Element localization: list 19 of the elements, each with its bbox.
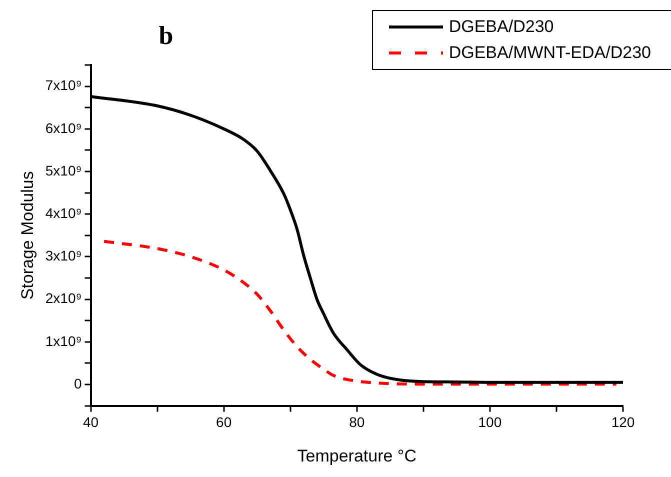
line-series bbox=[102, 240, 618, 386]
legend-label: DGEBA/MWNT-EDA/D230 bbox=[448, 42, 651, 64]
y-axis-title: Storage Modulus bbox=[18, 171, 37, 300]
y-tick-label: 0 bbox=[74, 375, 82, 392]
y-tick-label: 2x10⁹ bbox=[45, 290, 82, 306]
x-tick-label: 40 bbox=[82, 414, 99, 430]
x-axis-title: Temperature °C bbox=[297, 446, 416, 466]
y-tick-label: 4x10⁹ bbox=[45, 204, 82, 221]
x-tick-label: 100 bbox=[478, 414, 502, 430]
y-tick-label: 1x10⁹ bbox=[45, 332, 82, 349]
legend-label: DGEBA/D230 bbox=[448, 16, 554, 38]
y-tick-label: 5x10⁹ bbox=[45, 162, 82, 178]
y-tick-label: 6x10⁹ bbox=[45, 120, 82, 136]
x-tick-label: 120 bbox=[611, 414, 635, 430]
x-tick-label: 80 bbox=[349, 414, 365, 430]
x-tick-label: 60 bbox=[216, 414, 232, 430]
y-tick-label: 3x10⁹ bbox=[45, 248, 82, 264]
y-tick-label: 7x10⁹ bbox=[45, 77, 82, 94]
chart-title: b bbox=[158, 21, 174, 50]
